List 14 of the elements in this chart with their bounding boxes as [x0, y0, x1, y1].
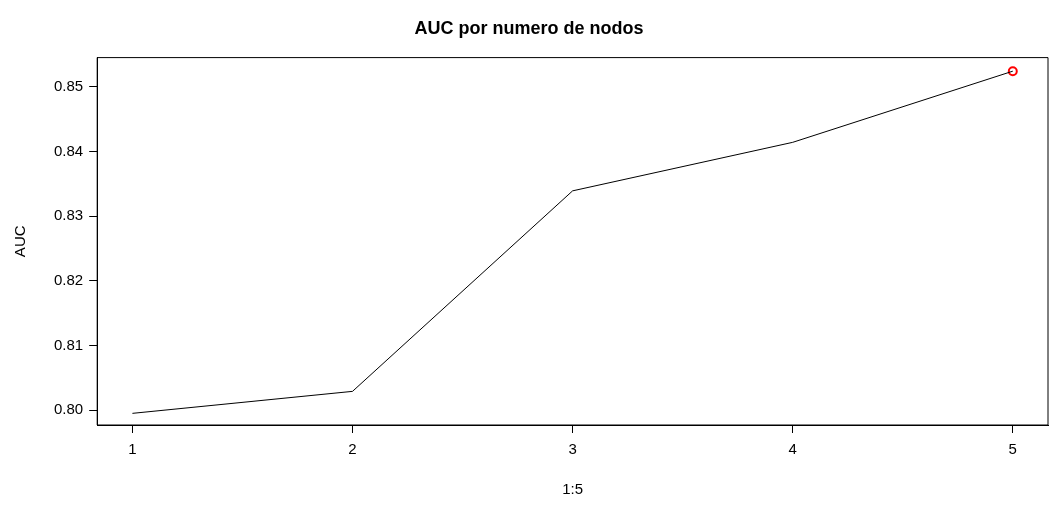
- y-tick-label: 0.83: [53, 206, 84, 224]
- chart-title: AUC por numero de nodos: [414, 17, 644, 38]
- x-axis-title: 1:5: [562, 480, 584, 498]
- y-tick-label: 0.80: [53, 400, 84, 418]
- y-tick-label: 0.85: [53, 76, 84, 94]
- y-axis-title: AUC: [11, 225, 29, 258]
- y-tick-label: 0.82: [53, 270, 84, 288]
- y-tick-label: 0.81: [53, 335, 84, 353]
- y-tick-label: 0.84: [53, 141, 84, 159]
- x-tick-label: 4: [788, 440, 797, 458]
- x-tick-label: 3: [568, 440, 577, 458]
- x-tick-label: 1: [128, 440, 137, 458]
- x-tick-label: 2: [348, 440, 357, 458]
- x-tick-label: 5: [1008, 440, 1017, 458]
